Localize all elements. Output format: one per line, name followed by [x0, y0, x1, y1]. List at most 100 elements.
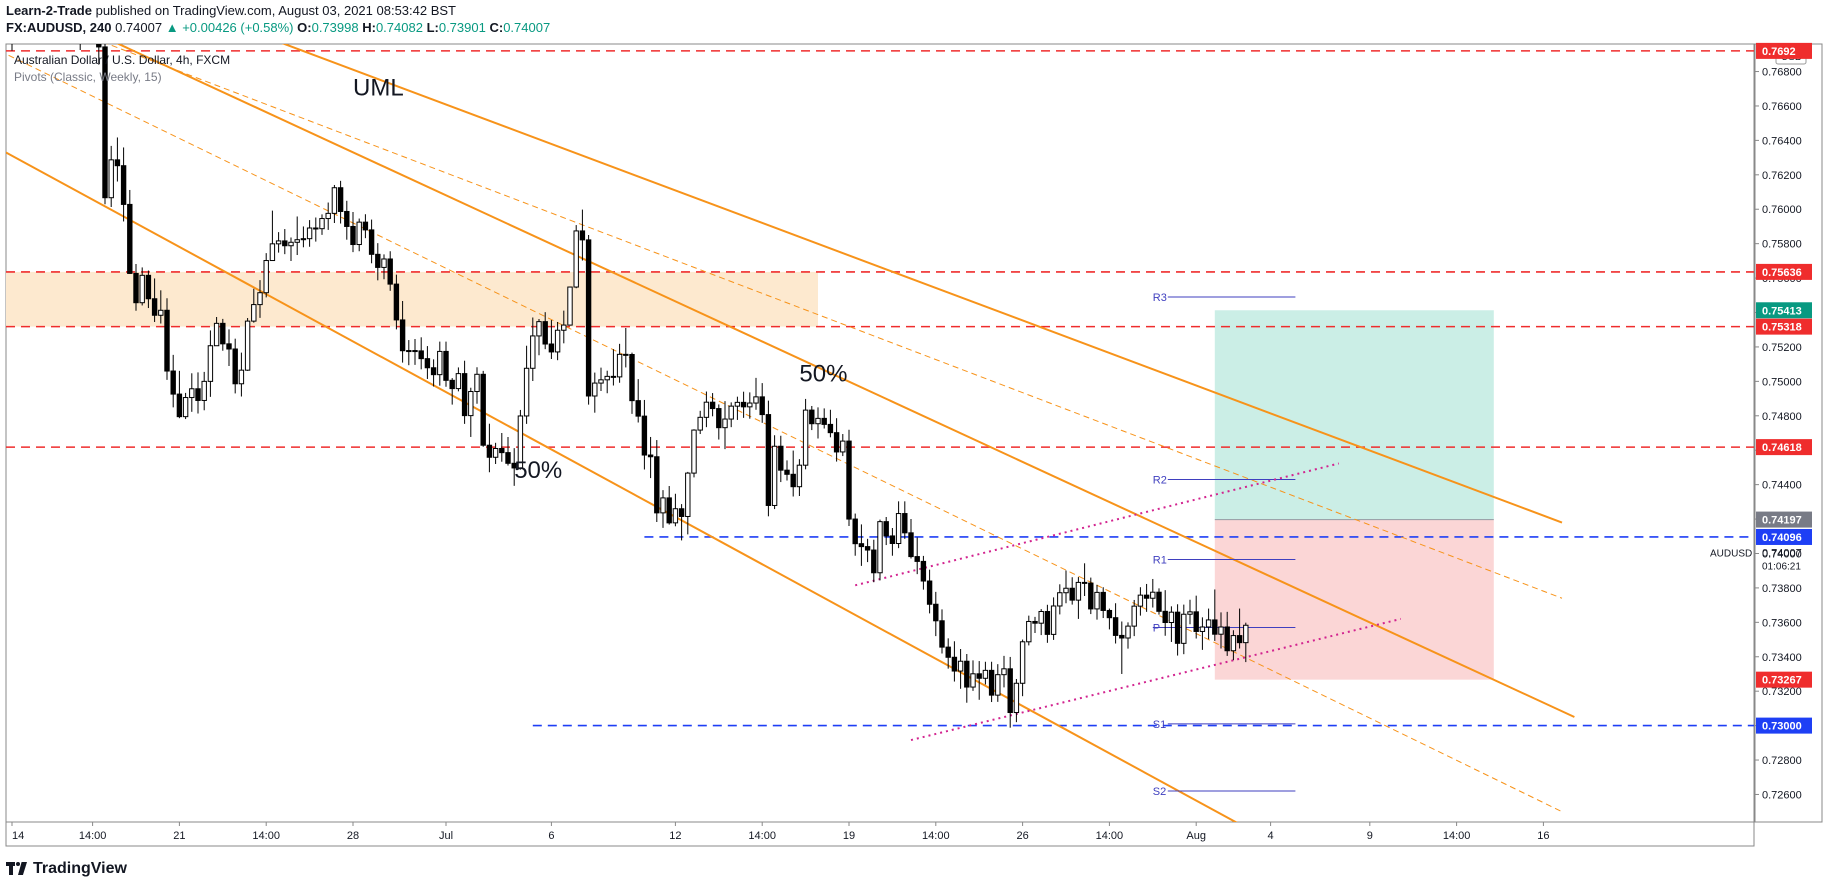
candle-bull [182, 397, 189, 418]
candle-bull [189, 388, 195, 399]
channel-line [116, 44, 1575, 718]
candle-bear [933, 603, 939, 622]
candle-bear [809, 409, 815, 425]
candle-bear [740, 401, 747, 408]
candle-bull [1243, 624, 1249, 644]
candle-bear [1119, 634, 1125, 639]
candle-bear [542, 321, 548, 345]
candle-bear [988, 669, 995, 696]
channel-midline [106, 44, 1563, 599]
candle-bull [158, 309, 164, 316]
candle-bear [1143, 594, 1150, 599]
candle-bear [871, 549, 877, 574]
candle-bull [685, 472, 691, 517]
open-value: 0.73998 [311, 20, 359, 35]
current-price: 0.74007 [1762, 547, 1802, 559]
candle-bull [1063, 587, 1069, 594]
candle-bear [852, 518, 858, 545]
tradingview-logo[interactable]: TradingView [6, 860, 127, 878]
candle-bear [623, 353, 629, 356]
candle-bear [920, 560, 927, 582]
candle-bear [864, 546, 871, 551]
candle-bear [133, 272, 139, 304]
price-label-box [1756, 528, 1812, 545]
pivot-label: R2 [1153, 474, 1167, 486]
candle-bull [213, 322, 220, 347]
y-tick-label: 0.72600 [1762, 789, 1802, 801]
candle-bull [1181, 613, 1187, 644]
wedge-line [854, 462, 1340, 587]
candle-bear [976, 673, 982, 679]
legend-indicator: Pivots (Classic, Weekly, 15) [14, 70, 162, 84]
candle-bear [1081, 581, 1088, 584]
candle-bull [319, 218, 325, 230]
candle-bear [654, 456, 660, 514]
candle-bull [1075, 581, 1082, 601]
candle-bull [957, 660, 964, 672]
candle-bear [548, 343, 555, 353]
candle-bear [461, 373, 468, 417]
candle-bear [1044, 610, 1051, 635]
candle-bull [492, 447, 499, 458]
target-zone [1214, 310, 1494, 520]
candle-bull [554, 329, 561, 353]
candle-bear [35, 4, 39, 23]
y-tick-label: 0.76600 [1762, 101, 1802, 113]
candle-bear [784, 469, 790, 475]
candle-bear [585, 239, 592, 397]
x-tick-label: 14:00 [748, 830, 776, 842]
y-tick-label: 0.73800 [1762, 583, 1802, 595]
candle-bull [251, 304, 257, 322]
publish-details: published on TradingView.com, August 03,… [91, 3, 456, 18]
price-label: 0.74197 [1762, 515, 1802, 527]
candle-bear [375, 253, 381, 268]
low-value: 0.73901 [438, 20, 486, 35]
candle-bull [28, 4, 32, 14]
x-tick-label: 14:00 [922, 830, 950, 842]
bar-countdown: 01:06:21 [1762, 561, 1801, 572]
x-tick-label: 14:00 [1443, 830, 1471, 842]
candle-bull [139, 274, 145, 304]
candle-bear [579, 230, 586, 241]
candle-bull [728, 405, 734, 420]
x-tick-label: 14:00 [1096, 830, 1124, 842]
x-tick-label: 14:00 [252, 830, 280, 842]
x-tick-label: 21 [173, 830, 185, 842]
candle-bear [176, 393, 183, 418]
y-tick-label: 0.76000 [1762, 204, 1802, 216]
high-value: 0.74082 [375, 20, 423, 35]
candle-bull [1038, 610, 1044, 624]
x-tick-label: Jul [439, 830, 453, 842]
candle-bear [641, 415, 648, 456]
pivot-label: P [1153, 623, 1160, 635]
candle-bear [96, 44, 102, 48]
x-tick-label: 19 [843, 830, 855, 842]
current-symbol-label: AUDUSD [1710, 548, 1752, 559]
candle-bull [517, 415, 524, 469]
candle-bear [945, 646, 951, 658]
candle-bull [84, 15, 88, 29]
candle-bear [350, 225, 356, 246]
x-tick-label: 12 [669, 830, 681, 842]
candle-bear [1032, 620, 1038, 624]
price-label-box [1756, 439, 1812, 456]
candle-bull [1218, 626, 1224, 635]
candle-bull [275, 240, 282, 245]
candle-bear [939, 620, 945, 648]
wedge-line [910, 617, 1402, 742]
candle-bull [294, 239, 300, 243]
candle-bull [703, 401, 710, 418]
x-tick-label: 14 [12, 830, 24, 842]
candle-bear [1112, 617, 1119, 636]
candle-bear [883, 521, 889, 537]
candle-bull [306, 227, 313, 240]
candle-bull [567, 286, 573, 326]
candle-bear [499, 447, 505, 454]
candle-bear [914, 556, 920, 562]
candle-bear [59, 7, 63, 19]
candle-bear [1007, 668, 1013, 714]
candle-bear [1069, 587, 1075, 601]
candle-bull [22, 15, 26, 28]
price-change: ▲ +0.00426 (+0.58%) [165, 20, 294, 35]
